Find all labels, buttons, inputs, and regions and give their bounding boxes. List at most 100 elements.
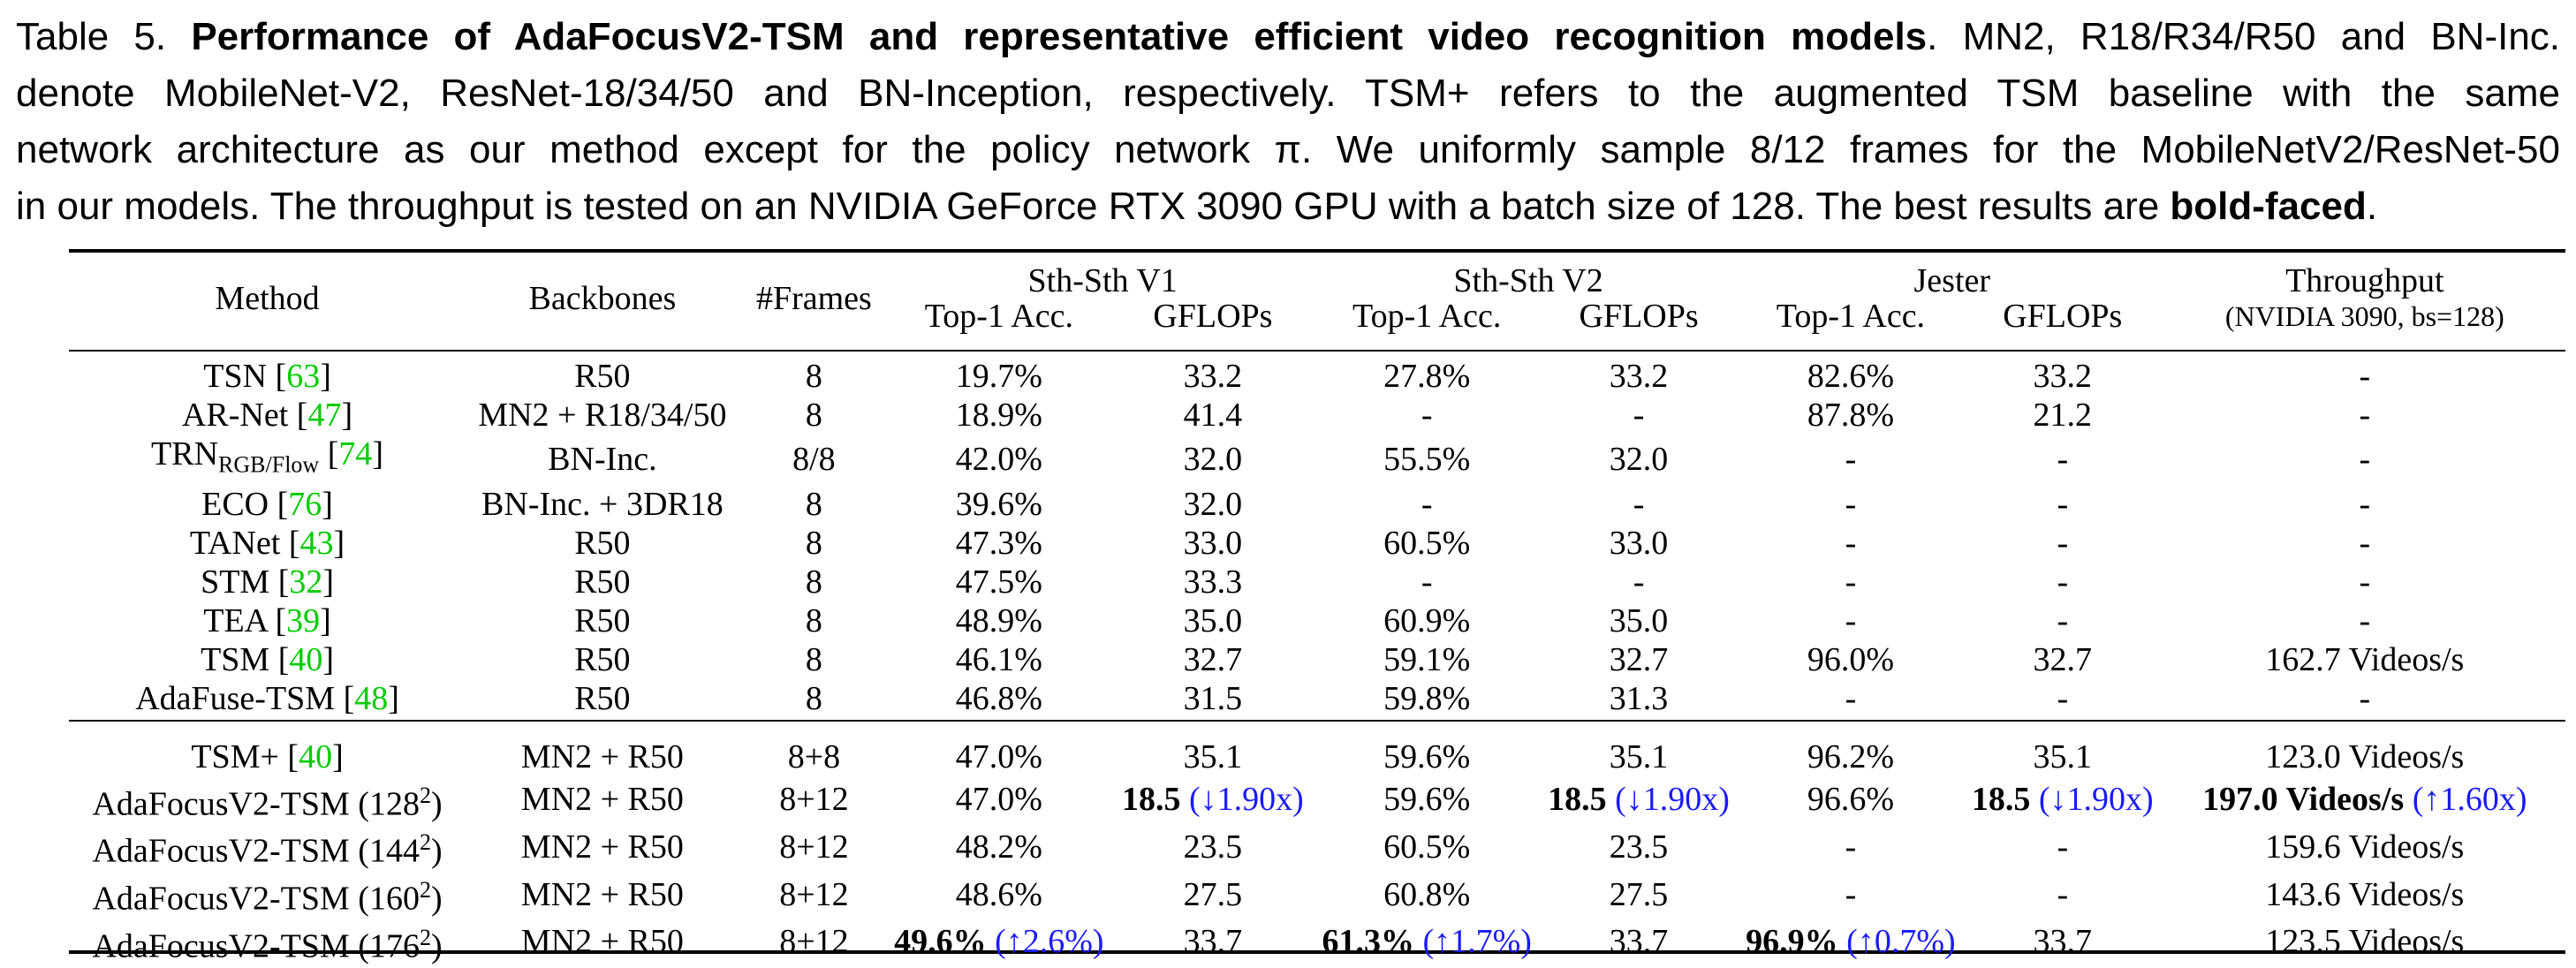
throughput-cell-value: 162.7 Videos/s: [2265, 640, 2465, 678]
throughput-cell-value: 123.0 Videos/s: [2265, 737, 2465, 775]
sth-v2-gflops-cell: 33.2: [1537, 357, 1740, 396]
frames-cell-value: 8: [805, 640, 822, 678]
sth-v2-gflops-cell: 27.5: [1537, 871, 1740, 919]
frames-cell: 8: [739, 679, 889, 718]
sth-v1-acc-cell: 46.8%: [889, 679, 1109, 718]
frames-cell: 8: [739, 601, 889, 640]
frames-cell-value: 8/8: [792, 441, 836, 479]
sth-v2-gflops-cell: -: [1537, 485, 1740, 524]
citation-ref: 76: [288, 485, 322, 523]
sth-v2-gflops-cell-value: 23.5: [1609, 828, 1669, 866]
sth-v1-acc-cell-value: 47.0%: [955, 737, 1042, 775]
sth-v1-acc-cell-bold: 49.6%: [894, 923, 987, 961]
backbone-cell-value: R50: [574, 563, 631, 601]
backbone-cell: R50: [466, 601, 739, 640]
backbone-cell-value: BN-Inc.: [548, 441, 657, 479]
sth-v1-gflops-cell: 35.0: [1110, 601, 1317, 640]
method-cell: TSM [40]: [201, 640, 335, 678]
frames-cell-value: 8: [805, 358, 822, 395]
jester-gflops-cell: 35.1: [1961, 737, 2164, 776]
sth-v2-gflops-cell: 23.5: [1537, 823, 1740, 871]
method-cell: TSM+ [40]: [191, 737, 344, 775]
throughput-cell: -: [2164, 396, 2565, 435]
method-superscript: 2: [419, 829, 431, 856]
jester-acc-cell-value: -: [1845, 828, 1857, 866]
sth-v2-acc-cell-value: 59.8%: [1383, 679, 1471, 717]
citation-ref: 39: [286, 601, 321, 639]
jester-gflops-cell: -: [1961, 871, 2164, 919]
header-rule: [69, 350, 2565, 352]
frames-cell-value: 8: [805, 679, 822, 717]
throughput-cell-value: -: [2359, 679, 2371, 717]
sth-v2-acc-cell-value: -: [1421, 397, 1433, 434]
sth-v1-gflops-cell: 32.7: [1110, 640, 1317, 679]
header-throughput-sub: (NVIDIA 3090, bs=128): [2224, 300, 2504, 332]
citation-ref: 63: [286, 358, 321, 395]
sth-v1-gflops-cell: 35.1: [1110, 737, 1317, 776]
sth-v1-gflops-cell-value: 41.4: [1183, 397, 1243, 434]
jester-gflops-cell-value: -: [2057, 563, 2069, 601]
jester-gflops-cell: 21.2: [1961, 396, 2164, 435]
sth-v1-acc-cell-value: 19.7%: [955, 358, 1042, 395]
sth-v2-acc-cell-value: -: [1421, 485, 1433, 523]
frames-cell: 8+12: [739, 823, 889, 871]
sth-v2-acc-cell: 27.8%: [1316, 357, 1537, 396]
sth-v2-acc-cell: -: [1316, 396, 1537, 435]
jester-gflops-cell: 33.7: [1961, 919, 2164, 966]
frames-cell: 8: [739, 396, 889, 435]
table-row: AdaFocusV2-TSM (1762) MN2 + R50 8+12 49.6% …: [69, 919, 2565, 966]
sth-v1-acc-cell-value: 47.0%: [955, 781, 1042, 819]
citation-ref: 48: [354, 679, 389, 717]
backbone-cell-value: MN2 + R50: [520, 923, 684, 961]
citation-ref: 40: [289, 640, 323, 678]
jester-acc-cell-value: 96.6%: [1807, 781, 1894, 819]
sth-v2-acc-cell-bold: 61.3%: [1322, 923, 1414, 961]
sth-v2-acc-cell: 60.9%: [1316, 601, 1537, 640]
sth-v1-acc-cell-value: 48.2%: [955, 828, 1042, 866]
sth-v2-acc-cell: -: [1316, 485, 1537, 524]
sth-v2-acc-cell-value: 55.5%: [1383, 441, 1471, 479]
citation-ref: 40: [299, 737, 333, 775]
jester-gflops-cell: -: [1961, 679, 2164, 718]
method-cell: TRNRGB/Flow [74]: [151, 435, 384, 478]
sth-v2-gflops-cell-value: 35.0: [1609, 601, 1669, 639]
ours-group: TSM+ [40] MN2 + R50 8+8 47.0% 35.1 59.6% 35.1 9…: [69, 737, 2565, 966]
jester-gflops-cell: 18.5 (↓1.90x): [1961, 776, 2164, 824]
jester-gflops-cell-value: -: [2057, 828, 2069, 866]
table-row: AdaFocusV2-TSM (1442) MN2 + R50 8+12 48.2% 2…: [69, 823, 2565, 871]
throughput-cell: 197.0 Videos/s (↑1.60x): [2164, 776, 2565, 824]
sth-v2-gflops-cell-value: -: [1633, 563, 1645, 601]
sth-v1-acc-cell-value: 46.8%: [955, 679, 1042, 717]
jester-acc-cell-value: -: [1845, 524, 1857, 562]
backbone-cell-value: R50: [574, 640, 631, 678]
method-name: AdaFocusV2-TSM (160: [92, 880, 420, 918]
jester-acc-cell: -: [1740, 823, 1961, 871]
header-top1: Top-1 Acc.: [1352, 298, 1502, 335]
jester-acc-cell-bold: 96.9%: [1746, 923, 1838, 961]
throughput-cell-note: (↑1.60x): [2412, 781, 2527, 819]
sth-v1-acc-cell: 48.9%: [889, 601, 1109, 640]
method-cell: TSN [63]: [203, 358, 331, 395]
throughput-cell: -: [2164, 601, 2565, 640]
frames-cell-value: 8: [805, 524, 822, 562]
jester-gflops-cell-value: 33.7: [2033, 923, 2093, 961]
sth-v1-acc-cell-value: 47.3%: [955, 524, 1042, 562]
method-superscript: 2: [419, 782, 431, 808]
caption-line-4: in our models. The throughput is tested …: [16, 178, 2560, 235]
jester-gflops-cell-value: -: [2057, 524, 2069, 562]
sth-v1-acc-cell: 48.2%: [889, 823, 1109, 871]
backbone-cell: MN2 + R50: [466, 871, 739, 919]
sth-v1-gflops-cell-value: 32.0: [1183, 485, 1243, 523]
backbone-cell: R50: [466, 524, 739, 563]
throughput-cell: 123.0 Videos/s: [2164, 737, 2565, 776]
sth-v2-gflops-cell-value: 35.1: [1609, 737, 1669, 775]
sth-v2-gflops-cell-value: -: [1633, 485, 1645, 523]
sth-v1-gflops-cell-value: 31.5: [1183, 679, 1243, 717]
jester-gflops-cell-value: -: [2057, 875, 2069, 913]
caption-line-3: network architecture as our method excep…: [16, 128, 2560, 171]
table-row: AR-Net [47] MN2 + R18/34/50 8 18.9% 41.4 - - 87…: [69, 396, 2565, 435]
sth-v1-gflops-cell: 23.5: [1110, 823, 1317, 871]
citation-ref: 74: [338, 435, 373, 473]
header-top1: Top-1 Acc.: [924, 298, 1073, 335]
sth-v1-gflops-cell: 31.5: [1110, 679, 1317, 718]
